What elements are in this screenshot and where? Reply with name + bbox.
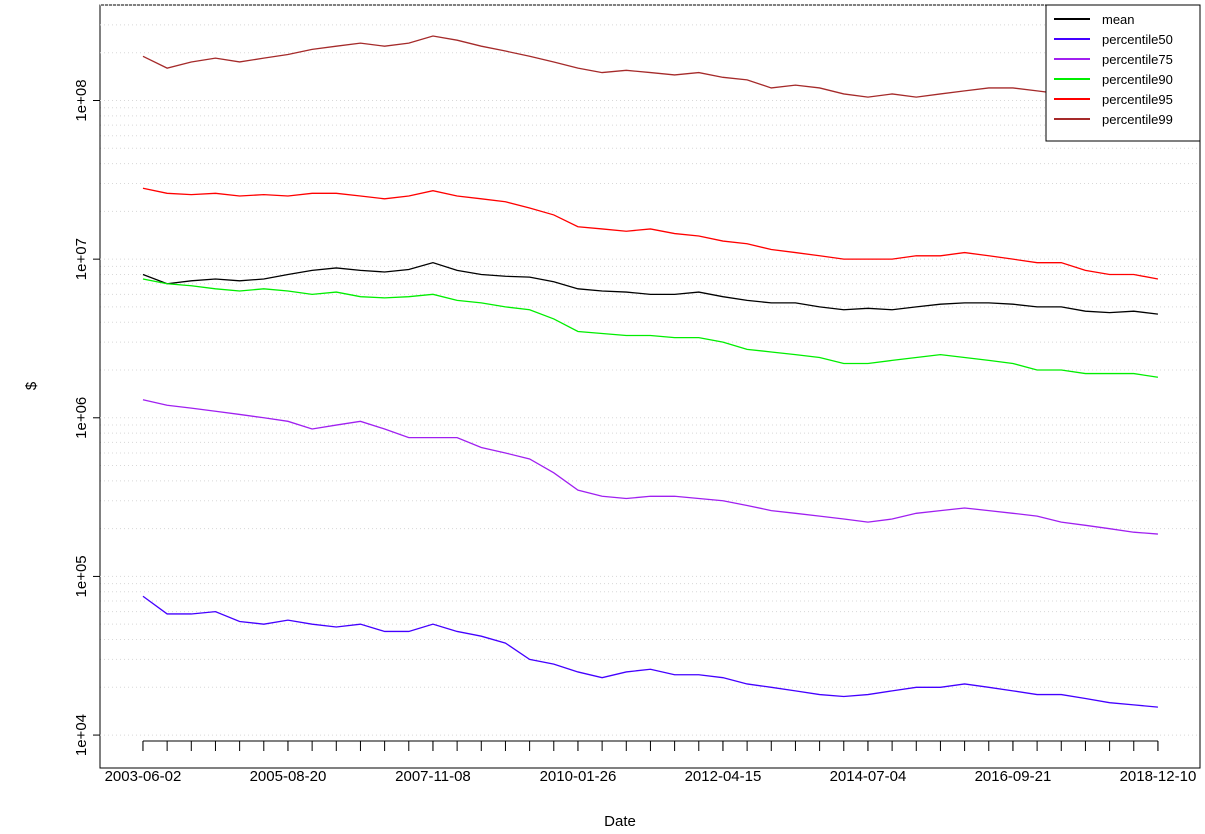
legend-label: percentile50 <box>1102 32 1173 47</box>
x-tick-label: 2016-09-21 <box>975 768 1052 785</box>
x-tick-label: 2003-06-02 <box>105 768 182 785</box>
series-line <box>142 399 1158 535</box>
legend-label: percentile90 <box>1102 72 1173 87</box>
series-line <box>142 187 1159 280</box>
legend-label: percentile75 <box>1102 52 1173 67</box>
y-tick-label: 1e+06 <box>73 397 90 439</box>
legend-label: mean <box>1102 12 1135 27</box>
series-line <box>142 595 1158 708</box>
x-tick-label: 2018-12-10 <box>1120 768 1197 785</box>
y-tick-label: 1e+08 <box>73 79 90 121</box>
series-line <box>142 262 1159 315</box>
y-tick-label: 1e+04 <box>73 714 90 756</box>
legend-label: percentile95 <box>1102 92 1173 107</box>
series-line <box>142 278 1159 378</box>
series-line <box>142 35 1159 102</box>
x-axis-label: Date <box>604 813 636 830</box>
y-axis-label: $ <box>23 381 40 390</box>
y-tick-label: 1e+05 <box>73 555 90 597</box>
legend-label: percentile99 <box>1102 112 1173 127</box>
x-tick-label: 2007-11-08 <box>395 768 471 785</box>
x-tick-label: 2005-08-20 <box>250 768 327 785</box>
x-tick-label: 2014-07-04 <box>830 768 907 785</box>
x-tick-label: 2012-04-15 <box>685 768 762 785</box>
x-tick-label: 2010-01-26 <box>540 768 617 785</box>
plot-box <box>99 4 1201 769</box>
y-tick-label: 1e+07 <box>73 238 90 280</box>
